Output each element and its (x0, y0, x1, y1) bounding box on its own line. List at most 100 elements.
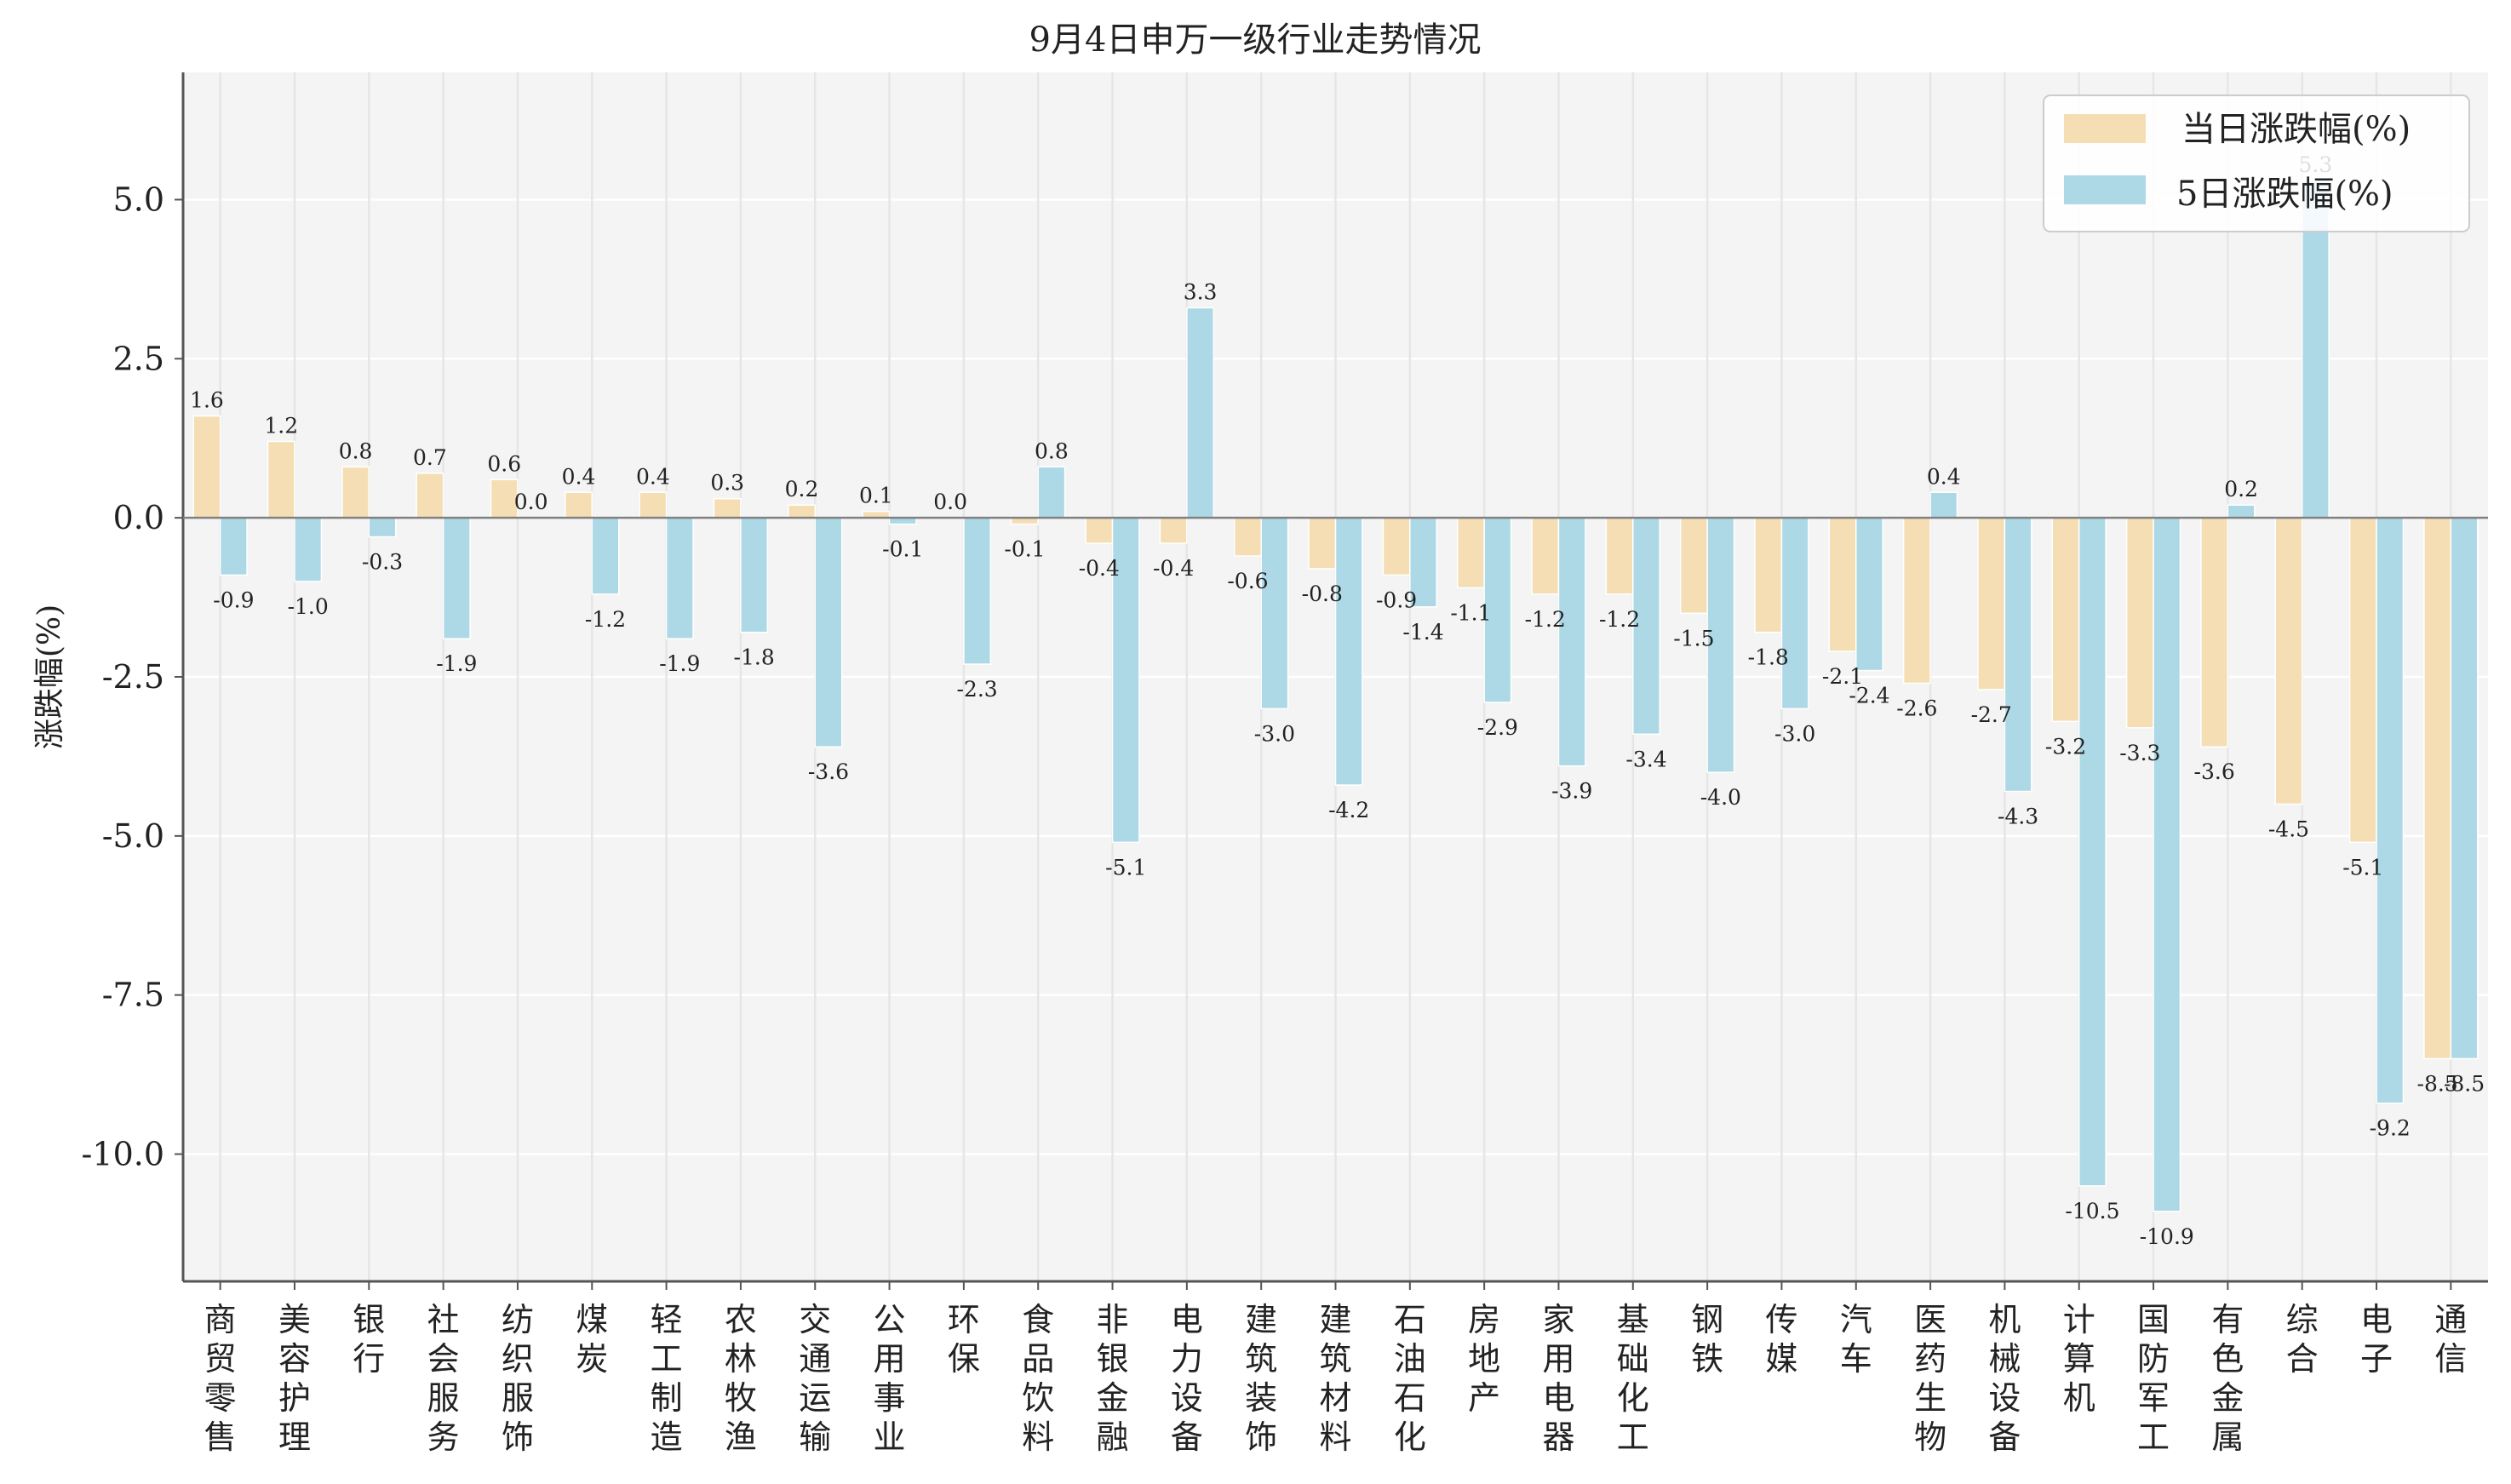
data-label: -3.6 (2194, 759, 2235, 784)
bar-5day (814, 517, 843, 748)
bar-5day (740, 517, 769, 633)
y-tick-label: 2.5 (113, 340, 164, 377)
data-label: -1.0 (288, 594, 329, 619)
data-label: -0.9 (1376, 587, 1417, 612)
bar-daily (1456, 517, 1485, 589)
bar-5day (1557, 517, 1586, 767)
data-label: -1.5 (1673, 626, 1714, 650)
data-label: -2.4 (1849, 684, 1889, 708)
legend-label-5day: 5日涨跌幅(%) (2176, 175, 2393, 214)
data-label: -8.5 (2444, 1071, 2485, 1096)
x-tick-label: 国防军工 (2137, 1301, 2170, 1456)
x-tick-label: 环保 (948, 1301, 980, 1378)
bar-5day (963, 517, 992, 665)
bar-5day (294, 517, 323, 582)
data-label: -2.1 (1822, 664, 1863, 689)
x-tick-label: 综合 (2286, 1301, 2319, 1378)
bar-5day (1186, 307, 1215, 519)
x-tick-label: 社会服务 (427, 1301, 460, 1456)
data-label: -5.1 (1105, 855, 1146, 880)
bar-daily (1828, 517, 1857, 652)
data-label: -2.3 (956, 677, 997, 702)
data-labels: 1.6 1.2 0.8 0.7 0.6 0.4 0.4 0.3 0.2 0.1 0.0 -0.1 -0.… (190, 152, 2485, 1249)
x-tick-label: 交通运输 (799, 1301, 831, 1456)
x-tick-label: 房地产 (1468, 1301, 1500, 1417)
x-tick-label: 电力设备 (1171, 1301, 1203, 1456)
data-label: -0.1 (882, 537, 923, 562)
legend: 当日涨跌幅(%) 5日涨跌幅(%) (2043, 95, 2470, 232)
data-label: 3.3 (1184, 280, 1218, 305)
bar-daily (713, 497, 742, 519)
data-label: -1.8 (734, 645, 775, 670)
data-label: 0.2 (785, 477, 819, 501)
data-label: -4.3 (1998, 805, 2038, 829)
data-label: -3.4 (1625, 747, 1666, 771)
y-tick-label: -2.5 (102, 658, 164, 696)
bar-daily (1977, 517, 2006, 690)
bar-5day (2153, 517, 2181, 1212)
x-tick-label: 汽车 (1840, 1301, 1872, 1378)
x-tick-labels: 商贸零售 美容护理 银行 社会服务 纺织服饰 煤炭 轻工制造 农林牧渔 交通运输 公用事业 环保食品… (204, 1281, 2467, 1456)
x-tick-label: 传媒 (1765, 1301, 1797, 1378)
bar-daily (1902, 517, 1931, 685)
bar-5day (1632, 517, 1660, 736)
bar-daily (341, 466, 370, 519)
data-label: 0.3 (710, 471, 744, 496)
bar-daily (788, 504, 816, 519)
x-tick-label: 纺织服饰 (502, 1301, 534, 1456)
bar-5day (1706, 517, 1735, 773)
y-tick-label: 5.0 (113, 180, 164, 218)
data-label: -1.9 (659, 651, 700, 676)
x-tick-label: 建筑材料 (1319, 1301, 1351, 1456)
data-label: -3.9 (1551, 779, 1592, 804)
data-label: -10.5 (2065, 1199, 2119, 1223)
data-label: -0.6 (1227, 569, 1268, 593)
data-label: -3.2 (2045, 734, 2086, 759)
data-label: 0.0 (514, 490, 548, 514)
data-label: -10.9 (2140, 1224, 2194, 1249)
x-tick-label: 机械设备 (1988, 1301, 2021, 1456)
y-tick-label: 0.0 (113, 499, 164, 536)
x-tick-label: 医药生物 (1914, 1301, 1946, 1456)
data-label: -0.1 (1004, 537, 1045, 562)
data-label: -4.5 (2268, 816, 2309, 841)
data-label: 0.6 (487, 451, 521, 476)
data-label: 1.2 (264, 413, 298, 438)
data-label: -3.0 (1254, 721, 1295, 746)
data-label: -1.1 (1450, 600, 1491, 625)
data-label: -1.2 (1599, 607, 1640, 632)
bar-5day (442, 517, 471, 639)
x-tick-label: 基础化工 (1617, 1301, 1649, 1456)
bar-5day (2004, 517, 2032, 793)
bar-daily (1679, 517, 1708, 615)
bar-daily (2125, 517, 2154, 729)
y-tick-label: -5.0 (102, 817, 164, 855)
data-label: 0.1 (859, 484, 893, 508)
bar-5day (2227, 504, 2256, 519)
data-label: -1.2 (585, 607, 626, 632)
bar-5day (1780, 517, 1809, 710)
data-label: 0.8 (339, 438, 373, 463)
data-label: 0.0 (933, 490, 967, 514)
x-tick-label: 计算机 (2063, 1301, 2095, 1417)
bar-5day (1483, 517, 1512, 703)
bar-daily (1754, 517, 1783, 633)
bar-daily (639, 491, 668, 519)
x-tick-label: 美容护理 (278, 1301, 311, 1456)
x-tick-label: 公用事业 (874, 1301, 906, 1456)
data-label: 0.4 (562, 464, 596, 489)
data-label: -9.2 (2370, 1116, 2411, 1141)
bar-daily (2423, 517, 2452, 1060)
data-label: -0.4 (1079, 556, 1120, 581)
bar-daily (1531, 517, 1560, 595)
x-tick-label: 银行 (353, 1301, 385, 1378)
y-axis-label: 涨跌幅(%) (32, 604, 67, 749)
data-label: -2.9 (1477, 715, 1518, 740)
x-tick-label: 商贸零售 (204, 1301, 237, 1456)
y-tick-labels: 5.0 2.5 0.0 -2.5 -5.0 -7.5 -10.0 (82, 180, 183, 1173)
x-tick-label: 煤炭 (576, 1301, 608, 1378)
data-label: -0.9 (213, 587, 254, 612)
data-label: -3.6 (808, 759, 849, 784)
x-tick-label: 食品饮料 (1022, 1301, 1054, 1456)
y-tick-label: -7.5 (102, 977, 164, 1014)
